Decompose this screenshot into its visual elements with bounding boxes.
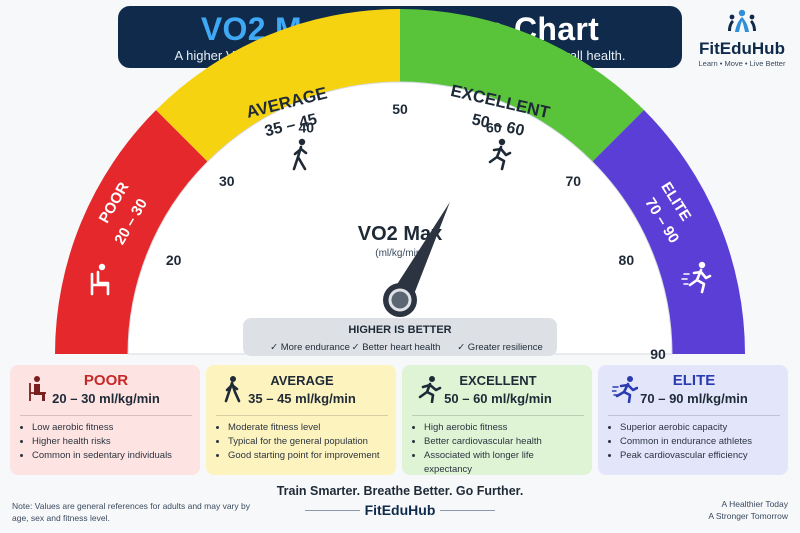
benefit-endurance: ✓ More endurance bbox=[270, 342, 350, 353]
card-excellent-title: EXCELLENT bbox=[459, 373, 537, 388]
gauge-zone-excellent bbox=[400, 9, 644, 162]
card-elite-bullet: Common in endurance athletes bbox=[620, 435, 780, 449]
card-elite: ELITE 70 – 90 ml/kg/min Superior aerobic… bbox=[598, 365, 788, 475]
walking-person-icon bbox=[224, 376, 241, 403]
card-poor-bullet: Low aerobic fitness bbox=[32, 421, 192, 435]
card-excellent: EXCELLENT 50 – 60 ml/kg/min High aerobic… bbox=[402, 365, 592, 475]
tick-label-80: 80 bbox=[619, 252, 635, 268]
card-excellent-bullet: Better cardiovascular health bbox=[424, 435, 584, 449]
brand-logo: FitEduHub Learn • Move • Live Better bbox=[690, 8, 794, 69]
running-person-icon bbox=[418, 376, 442, 403]
benefit-heart-health: ✓ Better heart health bbox=[352, 342, 441, 353]
card-excellent-bullet: High aerobic fitness bbox=[424, 421, 584, 435]
tick-label-50: 50 bbox=[392, 101, 408, 117]
footer-note: Note: Values are general references for … bbox=[12, 501, 250, 523]
tick-label-60: 60 bbox=[486, 120, 502, 136]
card-excellent-bullet: Associated with longer life expectancy bbox=[424, 449, 584, 477]
gauge-dial-face bbox=[127, 81, 673, 355]
card-poor-range: 20 – 30 ml/kg/min bbox=[52, 391, 160, 406]
gauge-zone-elite bbox=[592, 110, 745, 354]
card-poor: POOR 20 – 30 ml/kg/min Low aerobic fitne… bbox=[10, 365, 200, 475]
card-average: AVERAGE 35 – 45 ml/kg/min Moderate fitne… bbox=[206, 365, 396, 475]
sitting-person-icon bbox=[29, 376, 46, 401]
card-poor-title: POOR bbox=[83, 372, 129, 389]
footer-brand: FitEduHub bbox=[364, 502, 436, 518]
zone-sitting-person-icon bbox=[90, 263, 110, 296]
zone-running-person-icon bbox=[488, 138, 512, 171]
card-average-bullet: Typical for the general population bbox=[228, 435, 388, 449]
logo-name: FitEduHub bbox=[699, 39, 785, 58]
footer-divider-left bbox=[305, 510, 360, 511]
zone-sprinting-person-icon bbox=[681, 261, 712, 294]
benefit-resilience: ✓ Greater resilience bbox=[457, 342, 543, 353]
card-average-bullet: Good starting point for improvement bbox=[228, 449, 388, 463]
tick-label-30: 30 bbox=[219, 173, 235, 189]
tick-label-20: 20 bbox=[166, 252, 182, 268]
card-elite-title: ELITE bbox=[672, 372, 716, 389]
gauge-zone-average bbox=[156, 9, 400, 162]
card-average-title: AVERAGE bbox=[270, 373, 334, 388]
people-logo-icon bbox=[728, 9, 756, 32]
higher-is-better-title: HIGHER IS BETTER bbox=[348, 324, 451, 336]
card-excellent-range: 50 – 60 ml/kg/min bbox=[444, 391, 552, 406]
logo-tagline: Learn • Move • Live Better bbox=[698, 59, 786, 68]
card-elite-bullet: Peak cardiovascular efficiency bbox=[620, 449, 780, 463]
card-poor-bullet: Higher health risks bbox=[32, 435, 192, 449]
tick-label-90: 90 bbox=[650, 346, 666, 362]
footer-divider-right bbox=[440, 510, 495, 511]
card-elite-range: 70 – 90 ml/kg/min bbox=[640, 391, 748, 406]
footer-motto-line: A Stronger Tomorrow bbox=[708, 511, 788, 521]
zone-walking-person-icon bbox=[292, 138, 308, 171]
card-average-bullet: Moderate fitness level bbox=[228, 421, 388, 435]
higher-is-better-box: HIGHER IS BETTER ✓ More endurance ✓ Bett… bbox=[243, 318, 557, 356]
footer-motto: A Healthier Today A Stronger Tomorrow bbox=[708, 498, 788, 522]
card-elite-bullet: Superior aerobic capacity bbox=[620, 421, 780, 435]
tick-label-70: 70 bbox=[565, 173, 581, 189]
card-poor-bullet: Common in sedentary individuals bbox=[32, 449, 192, 463]
gauge-needle bbox=[390, 201, 450, 305]
sprinting-person-icon bbox=[612, 376, 638, 403]
gauge-center-unit: (ml/kg/min) bbox=[375, 248, 424, 259]
tick-label-40: 40 bbox=[298, 120, 314, 136]
footer-motto-line: A Healthier Today bbox=[721, 499, 788, 509]
card-average-range: 35 – 45 ml/kg/min bbox=[248, 391, 356, 406]
footer-tagline: Train Smarter. Breathe Better. Go Furthe… bbox=[276, 484, 524, 498]
gauge-center-label: VO2 Max bbox=[358, 223, 442, 245]
needle-hub-cap bbox=[388, 288, 412, 312]
